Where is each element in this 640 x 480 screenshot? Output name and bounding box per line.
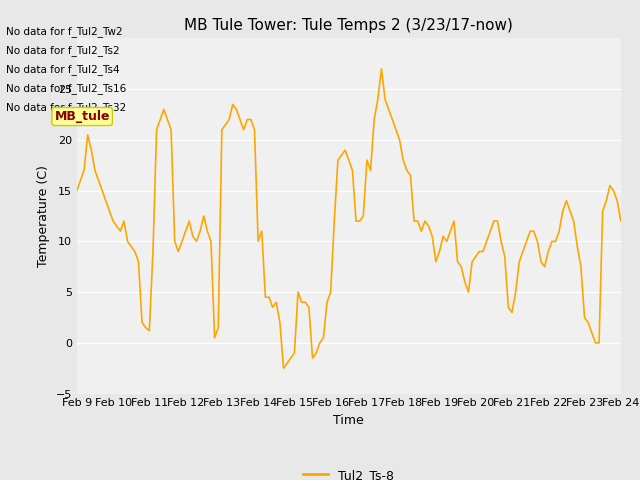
- Text: No data for f_Tul2_Ts2: No data for f_Tul2_Ts2: [6, 45, 120, 56]
- X-axis label: Time: Time: [333, 414, 364, 427]
- Text: No data for f_Tul2_Ts16: No data for f_Tul2_Ts16: [6, 83, 127, 94]
- Text: No data for f_Tul2_Tw2: No data for f_Tul2_Tw2: [6, 25, 123, 36]
- Title: MB Tule Tower: Tule Temps 2 (3/23/17-now): MB Tule Tower: Tule Temps 2 (3/23/17-now…: [184, 18, 513, 33]
- Y-axis label: Temperature (C): Temperature (C): [37, 165, 50, 267]
- Text: No data for f_Tul2_Ts4: No data for f_Tul2_Ts4: [6, 64, 120, 75]
- Text: No data for f_Tul2_Ts32: No data for f_Tul2_Ts32: [6, 102, 127, 113]
- Legend: Tul2_Ts-8: Tul2_Ts-8: [298, 464, 399, 480]
- Text: MB_tule: MB_tule: [54, 110, 110, 123]
